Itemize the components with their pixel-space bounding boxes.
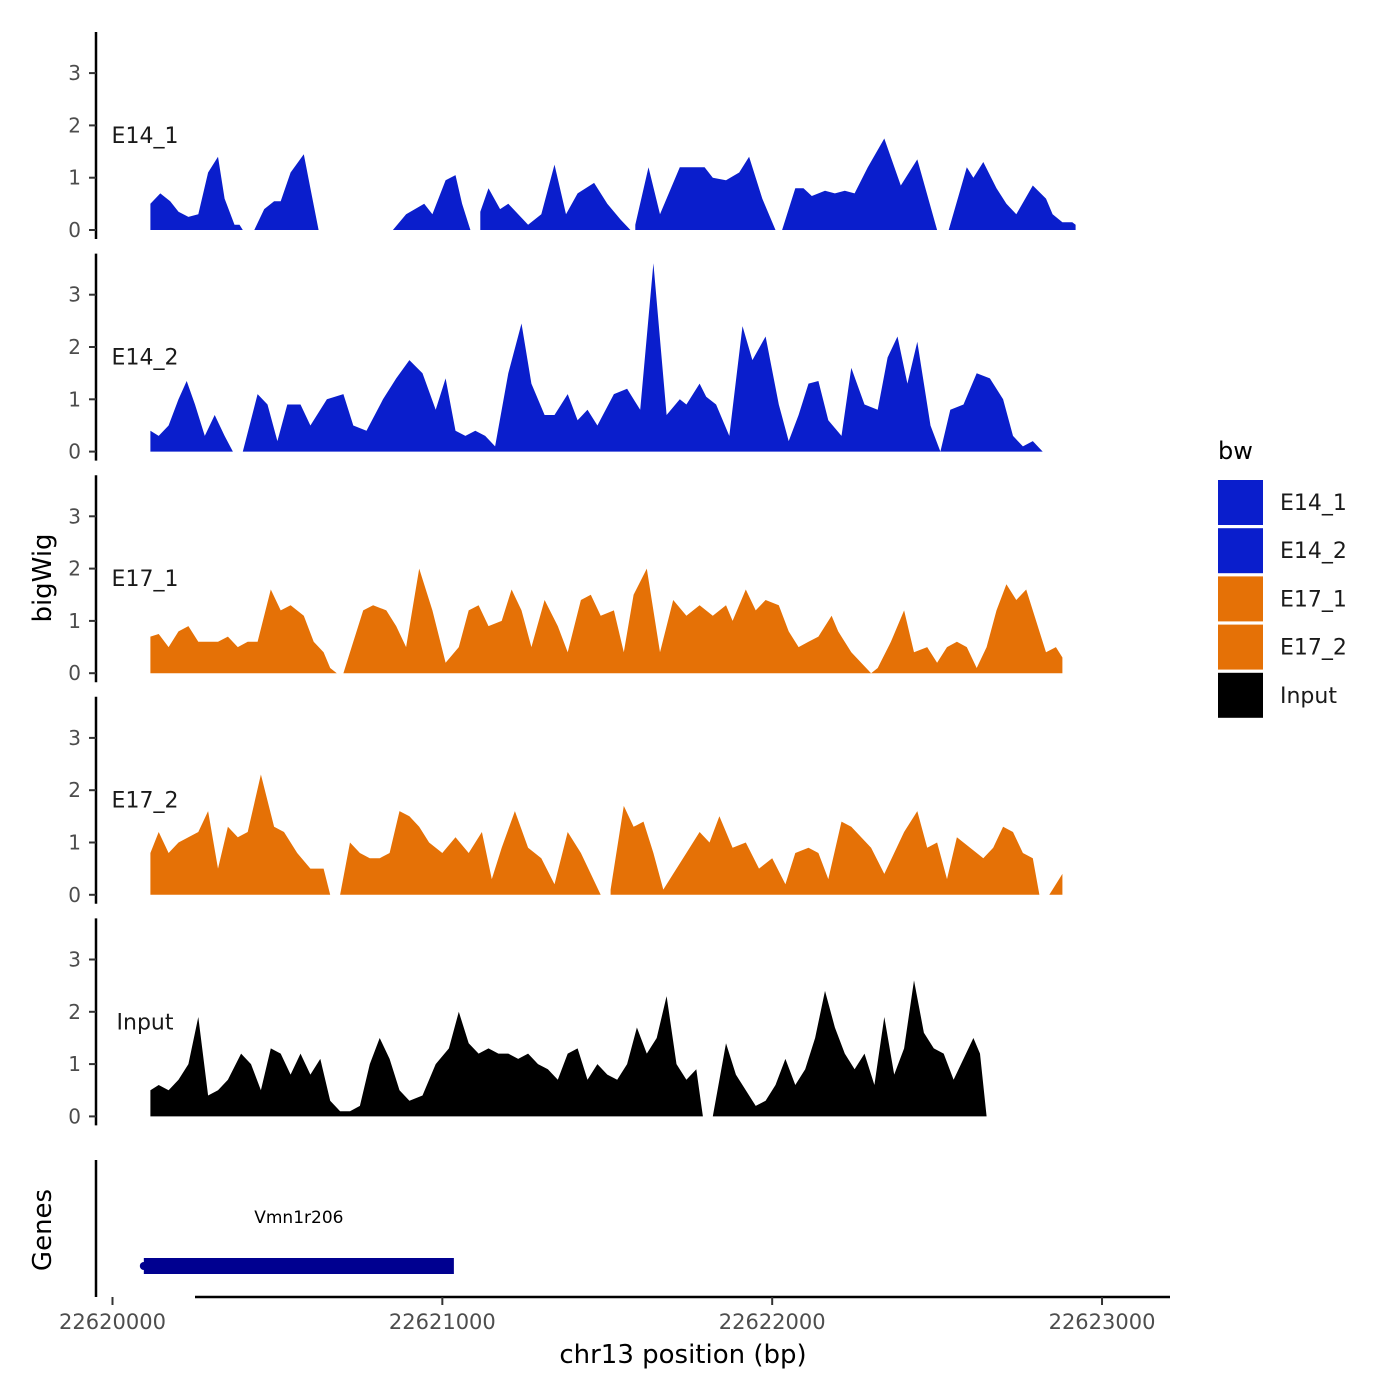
track-E14_1-area-3 [480, 164, 631, 230]
track-E17_2-label: E17_2 [112, 789, 179, 814]
track-E14_2: 0 1 2 3 E14_2 [68, 253, 1043, 464]
genes-track: Vmn1r206 [94, 1160, 454, 1297]
track-E17_2-y-tick-label: 2 [68, 778, 81, 802]
track-E14_1-y-tick-label: 0 [68, 218, 81, 242]
track-E14_2-y-tick-label: 2 [68, 335, 81, 359]
track-E17_1-y-tick-label: 0 [68, 661, 81, 685]
track-E14_1: 0 1 2 3 E14_1 [68, 32, 1076, 242]
track-Input: 0 1 2 3 Input [68, 918, 987, 1128]
track-E17_2-area-1 [340, 811, 601, 895]
track-E17_1-y-tick-label: 2 [68, 557, 81, 581]
track-E14_1-y-tick-label: 1 [68, 166, 81, 190]
legend-label-E17_1: E17_1 [1280, 587, 1347, 612]
legend-title: bw [1218, 437, 1253, 465]
legend-swatch-E17_1 [1218, 576, 1263, 622]
track-E14_2-area-1 [242, 263, 1043, 452]
track-E14_1-y-tick-label: 3 [68, 61, 81, 85]
track-Input-y-tick-label: 3 [68, 948, 81, 972]
x-tick-label: 22621000 [389, 1310, 496, 1334]
track-E14_2-y-tick-label: 1 [68, 387, 81, 411]
track-E17_2-y-tick-label: 1 [68, 831, 81, 855]
track-E17_2: 0 1 2 3 E17_2 [68, 696, 1063, 907]
track-Input-area-1 [712, 980, 987, 1117]
track-E17_1-y-tick-label: 3 [68, 504, 81, 528]
track-E14_1-area-0 [150, 156, 243, 230]
track-Input-y-tick-label: 2 [68, 1000, 81, 1024]
genes-axis-title: Genes [28, 1189, 58, 1271]
track-E17_1: 0 1 2 3 E17_1 [68, 475, 1063, 685]
track-E14_1-area-5 [782, 138, 938, 230]
legend-swatch-E14_1 [1218, 480, 1263, 525]
track-E17_1-y-tick-label: 1 [68, 609, 81, 633]
legend-swatch-Input [1218, 672, 1263, 718]
track-E14_2-label: E14_2 [112, 345, 179, 370]
track-E17_1-area-1 [343, 568, 1063, 674]
coverage-tracks: 0 1 2 3 E14_1 0 1 2 3 E14_2 0 1 2 3 E17_1 0 1 2 3 E17_2 0 1 2 3… [68, 32, 1076, 1128]
track-E17_2-area-3 [1049, 873, 1063, 895]
legend: E14_1 E14_2 E17_1 E17_2 Input [1218, 480, 1347, 718]
track-E14_1-label: E14_1 [112, 124, 179, 149]
track-Input-area-0 [150, 996, 703, 1117]
track-E17_2-y-tick-label: 0 [68, 883, 81, 907]
track-E14_1-area-2 [392, 175, 471, 230]
legend-swatch-E17_2 [1218, 624, 1263, 670]
track-E14_2-y-tick-label: 0 [68, 440, 81, 464]
x-axis-title: chr13 position (bp) [559, 1340, 806, 1370]
track-E14_2-y-tick-label: 3 [68, 283, 81, 307]
x-axis: 22620000 22621000 22622000 22623000 [59, 1295, 1170, 1334]
gene-label: Vmn1r206 [254, 1208, 343, 1228]
legend-label-E14_1: E14_1 [1280, 491, 1347, 516]
track-E17_1-area-0 [150, 589, 337, 674]
gene-start-marker [139, 1262, 148, 1270]
x-tick-label: 22622000 [719, 1310, 826, 1334]
x-tick-label: 22623000 [1049, 1310, 1156, 1334]
track-Input-label: Input [117, 1010, 174, 1035]
legend-label-E14_2: E14_2 [1280, 539, 1347, 564]
track-E17_2-y-tick-label: 3 [68, 726, 81, 750]
legend-label-E17_2: E17_2 [1280, 636, 1347, 661]
track-Input-y-tick-label: 1 [68, 1052, 81, 1076]
y-axis-title: bigWig [28, 533, 58, 622]
track-E14_1-y-tick-label: 2 [68, 113, 81, 137]
track-E17_1-label: E17_1 [112, 567, 179, 592]
track-E14_1-area-4 [635, 156, 776, 230]
track-E14_1-area-6 [948, 162, 1076, 230]
legend-label-Input: Input [1280, 684, 1337, 709]
legend-swatch-E14_2 [1218, 528, 1263, 574]
x-tick-label: 22620000 [59, 1310, 166, 1334]
track-E14_1-area-1 [254, 154, 319, 230]
track-E17_2-area-0 [150, 774, 331, 895]
track-E17_2-area-2 [610, 805, 1040, 895]
track-Input-y-tick-label: 0 [68, 1104, 81, 1128]
track-E14_2-area-0 [150, 381, 233, 452]
gene-bar [143, 1258, 454, 1274]
